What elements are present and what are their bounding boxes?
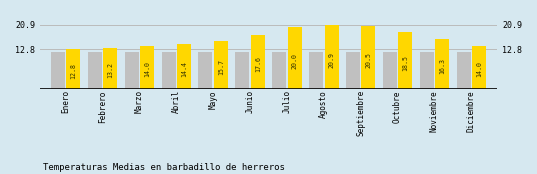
Text: 14.4: 14.4 (181, 61, 187, 77)
Bar (125, 53, 139, 89)
Bar (383, 53, 397, 89)
Bar (346, 53, 360, 89)
Bar (214, 41, 228, 89)
Bar (361, 26, 375, 89)
Bar (177, 45, 191, 89)
Text: 18.5: 18.5 (402, 55, 408, 71)
Bar (435, 39, 449, 89)
Bar (251, 35, 265, 89)
Bar (309, 53, 323, 89)
Text: 14.0: 14.0 (144, 61, 150, 77)
Text: 13.2: 13.2 (107, 62, 113, 78)
Text: 20.9: 20.9 (329, 52, 335, 68)
Text: 17.6: 17.6 (255, 56, 261, 72)
Bar (420, 53, 434, 89)
Text: 16.3: 16.3 (439, 58, 445, 74)
Bar (67, 49, 81, 89)
Bar (456, 53, 470, 89)
Text: 12.8: 12.8 (70, 63, 76, 79)
Text: 20.0: 20.0 (292, 53, 297, 69)
Bar (51, 53, 65, 89)
Bar (472, 46, 486, 89)
Bar (88, 53, 102, 89)
Text: Temperaturas Medias en barbadillo de herreros: Temperaturas Medias en barbadillo de her… (43, 163, 285, 172)
Text: 14.0: 14.0 (476, 61, 482, 77)
Bar (235, 53, 249, 89)
Text: 20.5: 20.5 (366, 52, 372, 68)
Bar (140, 46, 154, 89)
Bar (324, 25, 338, 89)
Bar (398, 32, 412, 89)
Bar (199, 53, 213, 89)
Bar (103, 48, 117, 89)
Bar (288, 27, 302, 89)
Bar (272, 53, 286, 89)
Bar (162, 53, 176, 89)
Text: 15.7: 15.7 (218, 59, 224, 75)
